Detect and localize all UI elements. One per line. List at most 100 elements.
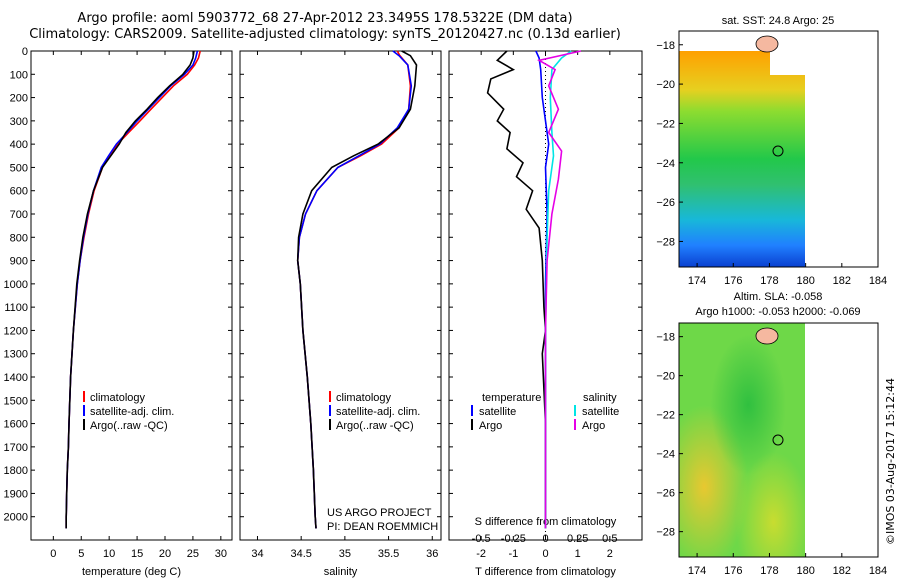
series-line-s-argo	[536, 50, 582, 529]
legend-label: satellite	[479, 406, 516, 418]
map-x-tick-label: 176	[724, 275, 742, 287]
pi-label: PI: DEAN ROEMMICH	[327, 521, 438, 533]
sla-map-title: Altim. SLA: -0.058	[734, 291, 823, 303]
series-line-argo-raw-qc-	[65, 50, 195, 529]
top-tick-label: -0.5	[472, 533, 491, 545]
x-tick-label: 1	[575, 548, 581, 560]
title-line-2: Climatology: CARS2009. Satellite-adjuste…	[29, 27, 621, 42]
legend-label: Argo	[479, 420, 502, 432]
y-tick-label: 800	[10, 232, 28, 244]
x-tick-label: 20	[159, 548, 171, 560]
sst-float-marker	[772, 145, 784, 157]
y-tick-label: 1800	[4, 465, 28, 477]
sst-map-frame	[678, 30, 879, 268]
series-line-satellite-adj-clim-	[65, 50, 199, 529]
y-tick-label: 1300	[4, 349, 28, 361]
x-axis-label: temperature (deg C)	[82, 566, 181, 578]
sst-map-axes: 174 176 178 180 182 184 −18 −20 −22 −24 −26 −28	[656, 40, 887, 287]
x-tick-label: 36	[426, 548, 438, 560]
y-tick-label: 100	[10, 69, 28, 81]
map-y-tick-label: −28	[656, 236, 675, 248]
map-x-tick-label: 176	[724, 565, 742, 577]
series-line-argo-raw-qc-	[296, 50, 418, 529]
y-tick-label: 1500	[4, 395, 28, 407]
y-tick-label: 200	[10, 93, 28, 105]
top-tick-label: -0.25	[501, 533, 526, 545]
plot-frame	[239, 50, 442, 541]
y-tick-label: 1400	[4, 372, 28, 384]
map-x-tick-label: 178	[760, 565, 778, 577]
legend-header-salinity: salinity	[583, 392, 617, 404]
map-y-tick-label: −18	[656, 40, 675, 52]
map-x-tick-label: 180	[796, 275, 814, 287]
map-y-tick-label: −20	[656, 79, 675, 91]
map-x-tick-label: 182	[833, 565, 851, 577]
sla-map-panel	[678, 322, 879, 558]
y-tick-label: 700	[10, 209, 28, 221]
salinity-panel: 34 34.5 35 35.5 36 salinity climatology satelli…	[239, 50, 442, 578]
y-tick-label: 1600	[4, 419, 28, 431]
map-y-tick-label: −26	[656, 488, 675, 500]
x-tick-label: 0	[50, 548, 56, 560]
x-tick-label: 35.5	[378, 548, 399, 560]
map-y-tick-label: −22	[656, 410, 675, 422]
sla-map-subtitle: Argo h1000: -0.053 h2000: -0.069	[695, 306, 860, 318]
series-line-s-satellite	[544, 50, 572, 529]
map-y-tick-label: −22	[656, 118, 675, 130]
map-y-tick-label: −26	[656, 197, 675, 209]
sla-map-frame	[678, 322, 879, 558]
y-tick-label: 1700	[4, 442, 28, 454]
legend-label: Argo(..raw -QC)	[336, 420, 414, 432]
series-line-t-argo	[486, 50, 547, 529]
x-tick-label: 34.5	[290, 548, 311, 560]
y-tick-label: 400	[10, 139, 28, 151]
top-tick-label: 0.5	[602, 533, 617, 545]
island-fiji	[755, 35, 779, 53]
x-tick-label: 34	[251, 548, 263, 560]
map-x-tick-label: 174	[688, 275, 706, 287]
sst-map-title: sat. SST: 24.8 Argo: 25	[722, 15, 835, 27]
y-tick-label: 1000	[4, 279, 28, 291]
x-tick-label: 0	[542, 548, 548, 560]
x-axis-label: T difference from climatology	[475, 566, 616, 578]
series-line-climatology	[296, 50, 412, 529]
map-x-tick-label: 174	[688, 565, 706, 577]
legend-label: Argo	[582, 420, 605, 432]
sla-float-marker	[772, 434, 784, 446]
sst-missing-region	[770, 51, 806, 75]
sla-map-axes: 174 176 178 180 182 184 −18 −20 −22 −24 −26 −28	[656, 332, 887, 577]
legend-label: satellite-adj. clim.	[336, 406, 420, 418]
map-x-tick-label: 178	[760, 275, 778, 287]
y-tick-label: 1900	[4, 488, 28, 500]
map-x-tick-label: 184	[869, 565, 887, 577]
x-tick-label: 2	[607, 548, 613, 560]
legend-label: Argo(..raw -QC)	[90, 420, 168, 432]
top-tick-label: 0	[542, 533, 548, 545]
y-tick-label: 1100	[4, 302, 28, 314]
y-tick-label: 600	[10, 186, 28, 198]
x-tick-label: -2	[476, 548, 486, 560]
map-y-tick-label: −18	[656, 332, 675, 344]
x-axis-label: salinity	[324, 566, 358, 578]
x-tick-label: 25	[187, 548, 199, 560]
legend-label: climatology	[90, 392, 146, 404]
title-line-1: Argo profile: aoml 5903772_68 27-Apr-201…	[77, 11, 573, 26]
x-tick-label: 10	[103, 548, 115, 560]
difference-panel: -2 -1 0 1 2 T difference from climatology -0.5…	[448, 50, 643, 578]
top-tick-label: 0.25	[567, 533, 588, 545]
series-line-satellite-adj-clim-	[296, 50, 413, 529]
island-fiji-2	[755, 327, 779, 345]
map-y-tick-label: −20	[656, 371, 675, 383]
x-tick-label: 5	[78, 548, 84, 560]
y-tick-label: 500	[10, 162, 28, 174]
project-label: US ARGO PROJECT	[327, 507, 432, 519]
sst-heatmap	[679, 51, 805, 267]
x-tick-label: 30	[215, 548, 227, 560]
map-x-tick-label: 180	[796, 565, 814, 577]
x-tick-label: -1	[508, 548, 518, 560]
map-y-tick-label: −24	[656, 449, 675, 461]
y-tick-label: 0	[22, 46, 28, 58]
legend-label: climatology	[336, 392, 392, 404]
y-tick-label: 900	[10, 256, 28, 268]
y-tick-label: 1200	[4, 325, 28, 337]
